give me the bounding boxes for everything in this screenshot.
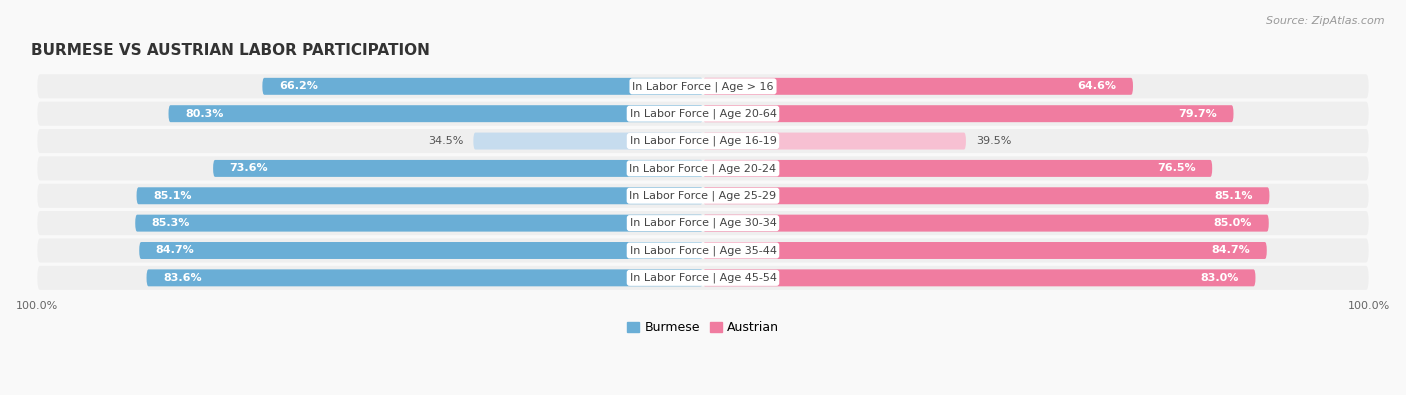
- Text: 64.6%: 64.6%: [1077, 81, 1116, 91]
- FancyBboxPatch shape: [38, 102, 1368, 126]
- FancyBboxPatch shape: [703, 78, 1133, 95]
- Text: In Labor Force | Age 45-54: In Labor Force | Age 45-54: [630, 273, 776, 283]
- Text: 84.7%: 84.7%: [156, 245, 194, 256]
- Text: 85.3%: 85.3%: [152, 218, 190, 228]
- Text: In Labor Force | Age 25-29: In Labor Force | Age 25-29: [630, 190, 776, 201]
- FancyBboxPatch shape: [38, 129, 1368, 153]
- Text: 34.5%: 34.5%: [427, 136, 464, 146]
- Text: BURMESE VS AUSTRIAN LABOR PARTICIPATION: BURMESE VS AUSTRIAN LABOR PARTICIPATION: [31, 43, 430, 58]
- Text: In Labor Force | Age > 16: In Labor Force | Age > 16: [633, 81, 773, 92]
- Text: 84.7%: 84.7%: [1212, 245, 1250, 256]
- FancyBboxPatch shape: [703, 105, 1233, 122]
- Text: 85.1%: 85.1%: [1215, 191, 1253, 201]
- Text: 83.6%: 83.6%: [163, 273, 202, 283]
- Text: 76.5%: 76.5%: [1157, 164, 1195, 173]
- Text: 80.3%: 80.3%: [186, 109, 224, 118]
- Text: 66.2%: 66.2%: [278, 81, 318, 91]
- Text: In Labor Force | Age 30-34: In Labor Force | Age 30-34: [630, 218, 776, 228]
- FancyBboxPatch shape: [146, 269, 703, 286]
- FancyBboxPatch shape: [169, 105, 703, 122]
- FancyBboxPatch shape: [136, 187, 703, 204]
- Text: In Labor Force | Age 35-44: In Labor Force | Age 35-44: [630, 245, 776, 256]
- FancyBboxPatch shape: [703, 242, 1267, 259]
- FancyBboxPatch shape: [703, 160, 1212, 177]
- Text: 83.0%: 83.0%: [1201, 273, 1239, 283]
- FancyBboxPatch shape: [38, 184, 1368, 208]
- FancyBboxPatch shape: [703, 187, 1270, 204]
- FancyBboxPatch shape: [135, 214, 703, 231]
- FancyBboxPatch shape: [703, 214, 1268, 231]
- Text: Source: ZipAtlas.com: Source: ZipAtlas.com: [1267, 16, 1385, 26]
- FancyBboxPatch shape: [214, 160, 703, 177]
- FancyBboxPatch shape: [703, 133, 966, 150]
- Text: In Labor Force | Age 20-64: In Labor Force | Age 20-64: [630, 109, 776, 119]
- Text: 85.0%: 85.0%: [1213, 218, 1253, 228]
- FancyBboxPatch shape: [38, 266, 1368, 290]
- FancyBboxPatch shape: [474, 133, 703, 150]
- FancyBboxPatch shape: [139, 242, 703, 259]
- Text: 39.5%: 39.5%: [976, 136, 1011, 146]
- Text: 79.7%: 79.7%: [1178, 109, 1216, 118]
- Text: 73.6%: 73.6%: [229, 164, 269, 173]
- FancyBboxPatch shape: [38, 211, 1368, 235]
- Text: In Labor Force | Age 20-24: In Labor Force | Age 20-24: [630, 163, 776, 174]
- Legend: Burmese, Austrian: Burmese, Austrian: [621, 316, 785, 339]
- FancyBboxPatch shape: [38, 156, 1368, 181]
- Text: 85.1%: 85.1%: [153, 191, 191, 201]
- FancyBboxPatch shape: [703, 269, 1256, 286]
- Text: In Labor Force | Age 16-19: In Labor Force | Age 16-19: [630, 136, 776, 146]
- FancyBboxPatch shape: [263, 78, 703, 95]
- FancyBboxPatch shape: [38, 239, 1368, 263]
- FancyBboxPatch shape: [38, 74, 1368, 98]
